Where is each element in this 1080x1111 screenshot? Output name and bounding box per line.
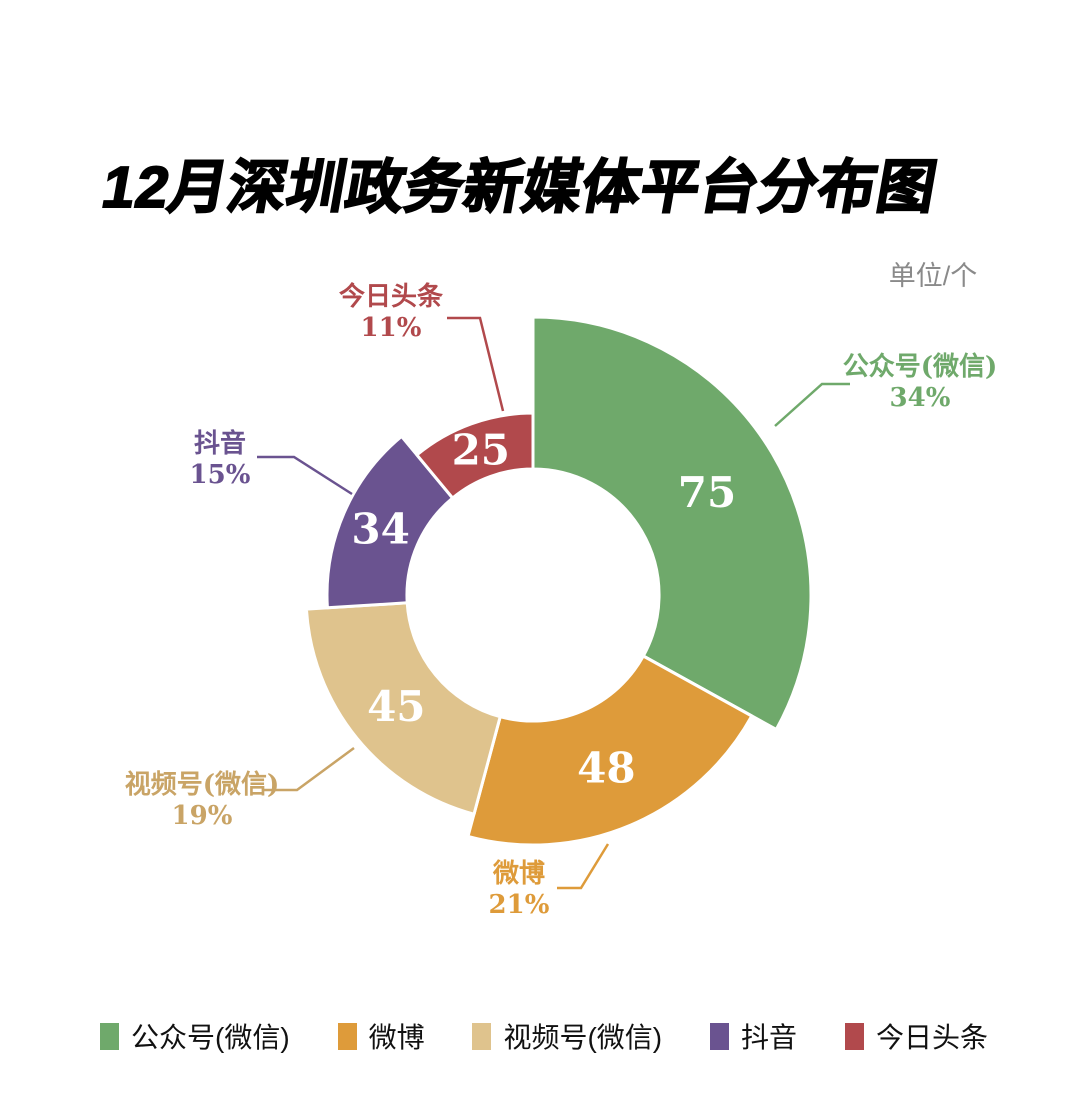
slice-callout: 视频号(微信) 19% xyxy=(125,770,280,832)
legend-item: 今日头条 xyxy=(844,1016,988,1056)
slice-callout: 微博 21% xyxy=(489,859,550,921)
legend-swatch xyxy=(100,1022,119,1050)
legend-label: 微博 xyxy=(368,1022,425,1053)
chart-legend: 公众号(微信) 微博 视频号(微信) 抖音 今日头条 xyxy=(100,1016,988,1056)
legend-label: 今日头条 xyxy=(875,1022,988,1053)
slice-value-label: 45 xyxy=(367,682,425,731)
legend-label: 视频号(微信) xyxy=(503,1022,663,1053)
pie-slice xyxy=(304,601,502,816)
slice-value-label: 34 xyxy=(351,505,409,554)
leader-line xyxy=(257,455,353,496)
legend-swatch xyxy=(472,1022,492,1050)
leader-line xyxy=(774,382,850,427)
legend-item: 微博 xyxy=(337,1016,425,1056)
legend-swatch xyxy=(710,1022,730,1050)
slice-callout: 公众号(微信) 34% xyxy=(843,352,998,414)
unit-label: 单位/个 xyxy=(888,261,978,291)
legend-item: 公众号(微信) xyxy=(100,1016,290,1056)
pie-slice xyxy=(325,434,455,610)
pie-slice xyxy=(466,654,754,847)
callout-percent: 19% xyxy=(171,801,233,831)
callout-name: 抖音 xyxy=(193,429,247,459)
legend-swatch xyxy=(844,1022,864,1050)
slice-value-label: 75 xyxy=(678,468,736,517)
pie-slice xyxy=(531,315,813,731)
legend-item: 视频号(微信) xyxy=(472,1016,662,1056)
callout-percent: 15% xyxy=(189,460,251,490)
leader-line xyxy=(262,746,355,792)
callout-percent: 34% xyxy=(889,383,951,413)
legend-label: 抖音 xyxy=(741,1022,798,1053)
callout-percent: 11% xyxy=(360,313,422,343)
callout-percent: 21% xyxy=(488,890,550,920)
legend-item: 抖音 xyxy=(710,1016,797,1056)
legend-label: 公众号(微信) xyxy=(131,1022,290,1053)
leader-line xyxy=(447,316,505,412)
donut-chart: 75 48 45 34 25 公众号(微信) 34% 微博 21% 视频号(微信) 19% 抖音 15%… xyxy=(125,282,998,921)
callout-name: 视频号(微信) xyxy=(124,770,280,800)
leader-line xyxy=(557,843,610,890)
donut-svg: 75 48 45 34 25 xyxy=(257,315,850,890)
slice-value-label: 25 xyxy=(452,426,510,475)
legend-swatch xyxy=(337,1022,357,1050)
slice-value-label: 48 xyxy=(577,744,635,793)
pie-slice xyxy=(415,411,535,500)
callout-name: 微博 xyxy=(492,859,546,889)
slice-callout: 今日头条 11% xyxy=(339,282,443,344)
slice-callout: 抖音 15% xyxy=(190,429,251,491)
callout-name: 今日头条 xyxy=(338,282,444,312)
callout-name: 公众号(微信) xyxy=(842,352,998,382)
